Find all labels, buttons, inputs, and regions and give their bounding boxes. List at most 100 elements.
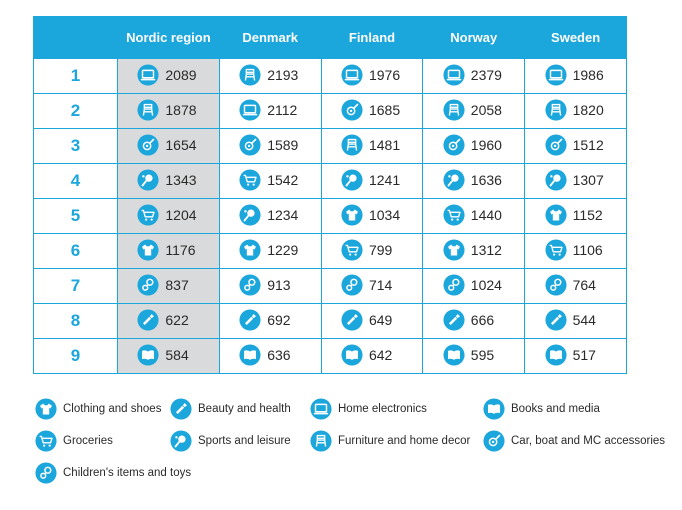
home-electronics-icon bbox=[443, 63, 465, 86]
cell-value: 2058 bbox=[470, 101, 502, 118]
legend-label: Clothing and shoes bbox=[63, 403, 162, 415]
cell-value: 1307 bbox=[572, 171, 604, 188]
cell-sweden: 1106 bbox=[524, 233, 627, 269]
table-row: 4 1343 1542 1241 1636 1307 bbox=[33, 163, 627, 199]
header-sweden: Sweden bbox=[524, 16, 627, 59]
cell-value: 692 bbox=[267, 311, 291, 328]
cell-value: 1636 bbox=[470, 171, 502, 188]
legend-item-beauty: Beauty and health bbox=[170, 398, 291, 420]
cell-value: 1986 bbox=[572, 66, 604, 83]
cell-finland: 649 bbox=[320, 303, 424, 339]
home-electronics-icon bbox=[545, 63, 567, 86]
legend-label: Car, boat and MC accessories bbox=[511, 435, 666, 447]
legend-item-furniture: Furniture and home decor bbox=[310, 430, 470, 452]
children-icon bbox=[341, 273, 363, 296]
cell-value: 1312 bbox=[470, 241, 502, 258]
rank-label: 1 bbox=[33, 58, 118, 94]
legend-item-books: Books and media bbox=[483, 398, 600, 420]
cell-sweden: 1307 bbox=[524, 163, 627, 199]
cell-finland: 642 bbox=[320, 338, 424, 374]
cell-finland: 1241 bbox=[320, 163, 424, 199]
table-row: 5 1204 1234 1034 1440 1152 bbox=[33, 198, 627, 234]
cell-finland: 1481 bbox=[320, 128, 424, 164]
cell-finland: 1976 bbox=[320, 58, 424, 94]
cell-value: 2112 bbox=[267, 101, 298, 118]
legend-item-children: Children's items and toys bbox=[35, 462, 191, 484]
table-row: 7 837 913 714 1024 764 bbox=[33, 268, 627, 304]
cell-value: 666 bbox=[470, 311, 495, 328]
home-electronics-icon bbox=[310, 398, 332, 420]
furniture-icon bbox=[137, 98, 159, 121]
cell-sweden: 517 bbox=[524, 338, 627, 374]
cell-denmark: 692 bbox=[218, 303, 322, 339]
table-row: 3 1654 1589 1481 1960 1512 bbox=[33, 128, 627, 164]
home-electronics-icon bbox=[239, 98, 261, 121]
cell-finland: 714 bbox=[320, 268, 424, 304]
cell-value: 2379 bbox=[470, 66, 502, 83]
legend: Clothing and shoes Beauty and health Home … bbox=[35, 398, 675, 498]
beauty-icon bbox=[443, 308, 465, 331]
header-finland: Finland bbox=[320, 16, 424, 59]
header-rank-column bbox=[33, 16, 118, 59]
cell-value: 1960 bbox=[470, 136, 502, 153]
cell-value: 1024 bbox=[470, 276, 502, 293]
cell-value: 1542 bbox=[267, 171, 299, 188]
table-row: 9 584 636 642 595 517 bbox=[33, 338, 627, 374]
legend-label: Children's items and toys bbox=[63, 467, 192, 479]
cell-value: 622 bbox=[165, 311, 189, 328]
cell-nordic-region: 1176 bbox=[117, 233, 220, 269]
legend-item-sports: Sports and leisure bbox=[170, 430, 291, 452]
cell-value: 1685 bbox=[368, 101, 401, 118]
cell-sweden: 544 bbox=[524, 303, 627, 339]
cell-nordic-region: 837 bbox=[117, 268, 220, 304]
cell-norway: 1312 bbox=[422, 233, 526, 269]
sports-icon bbox=[239, 203, 261, 226]
cell-denmark: 1589 bbox=[218, 128, 322, 164]
groceries-icon bbox=[545, 238, 567, 261]
cell-sweden: 764 bbox=[524, 268, 627, 304]
legend-label: Furniture and home decor bbox=[338, 435, 471, 447]
cell-value: 1204 bbox=[165, 206, 197, 223]
cell-sweden: 1152 bbox=[524, 198, 627, 234]
legend-label: Beauty and health bbox=[198, 403, 291, 415]
cell-value: 1589 bbox=[267, 136, 299, 153]
cell-sweden: 1986 bbox=[524, 58, 627, 94]
cell-nordic-region: 622 bbox=[117, 303, 220, 339]
cell-value: 636 bbox=[267, 346, 291, 363]
furniture-icon bbox=[443, 98, 465, 121]
cell-value: 1976 bbox=[368, 66, 401, 83]
cell-denmark: 2112 bbox=[218, 93, 322, 129]
cell-finland: 1034 bbox=[320, 198, 424, 234]
clothing-icon bbox=[239, 238, 261, 261]
cell-value: 584 bbox=[165, 346, 189, 363]
cell-nordic-region: 584 bbox=[117, 338, 220, 374]
sports-icon bbox=[443, 168, 465, 191]
header-nordic-region: Nordic region bbox=[117, 16, 220, 59]
books-icon bbox=[443, 343, 465, 366]
rank-label: 8 bbox=[33, 303, 118, 339]
cell-value: 2089 bbox=[165, 66, 197, 83]
table-row: 1 2089 2193 1976 2379 1986 bbox=[33, 58, 627, 94]
home-electronics-icon bbox=[137, 63, 159, 86]
sports-icon bbox=[341, 168, 363, 191]
children-icon bbox=[35, 462, 57, 484]
cell-norway: 595 bbox=[422, 338, 526, 374]
beauty-icon bbox=[137, 308, 159, 331]
beauty-icon bbox=[545, 308, 567, 331]
rank-label: 5 bbox=[33, 198, 118, 234]
rank-label: 9 bbox=[33, 338, 118, 374]
legend-item-clothing: Clothing and shoes bbox=[35, 398, 161, 420]
groceries-icon bbox=[341, 238, 363, 261]
rank-label: 3 bbox=[33, 128, 118, 164]
cell-value: 1820 bbox=[572, 101, 604, 118]
cell-sweden: 1820 bbox=[524, 93, 627, 129]
cell-value: 1512 bbox=[572, 136, 604, 153]
cell-value: 642 bbox=[368, 346, 393, 363]
cell-norway: 1024 bbox=[422, 268, 526, 304]
clothing-icon bbox=[545, 203, 567, 226]
cell-value: 1343 bbox=[165, 171, 197, 188]
table-row: 2 1878 2112 1685 2058 1820 bbox=[33, 93, 627, 129]
groceries-icon bbox=[137, 203, 159, 226]
cell-value: 1241 bbox=[368, 171, 401, 188]
cell-norway: 666 bbox=[422, 303, 526, 339]
